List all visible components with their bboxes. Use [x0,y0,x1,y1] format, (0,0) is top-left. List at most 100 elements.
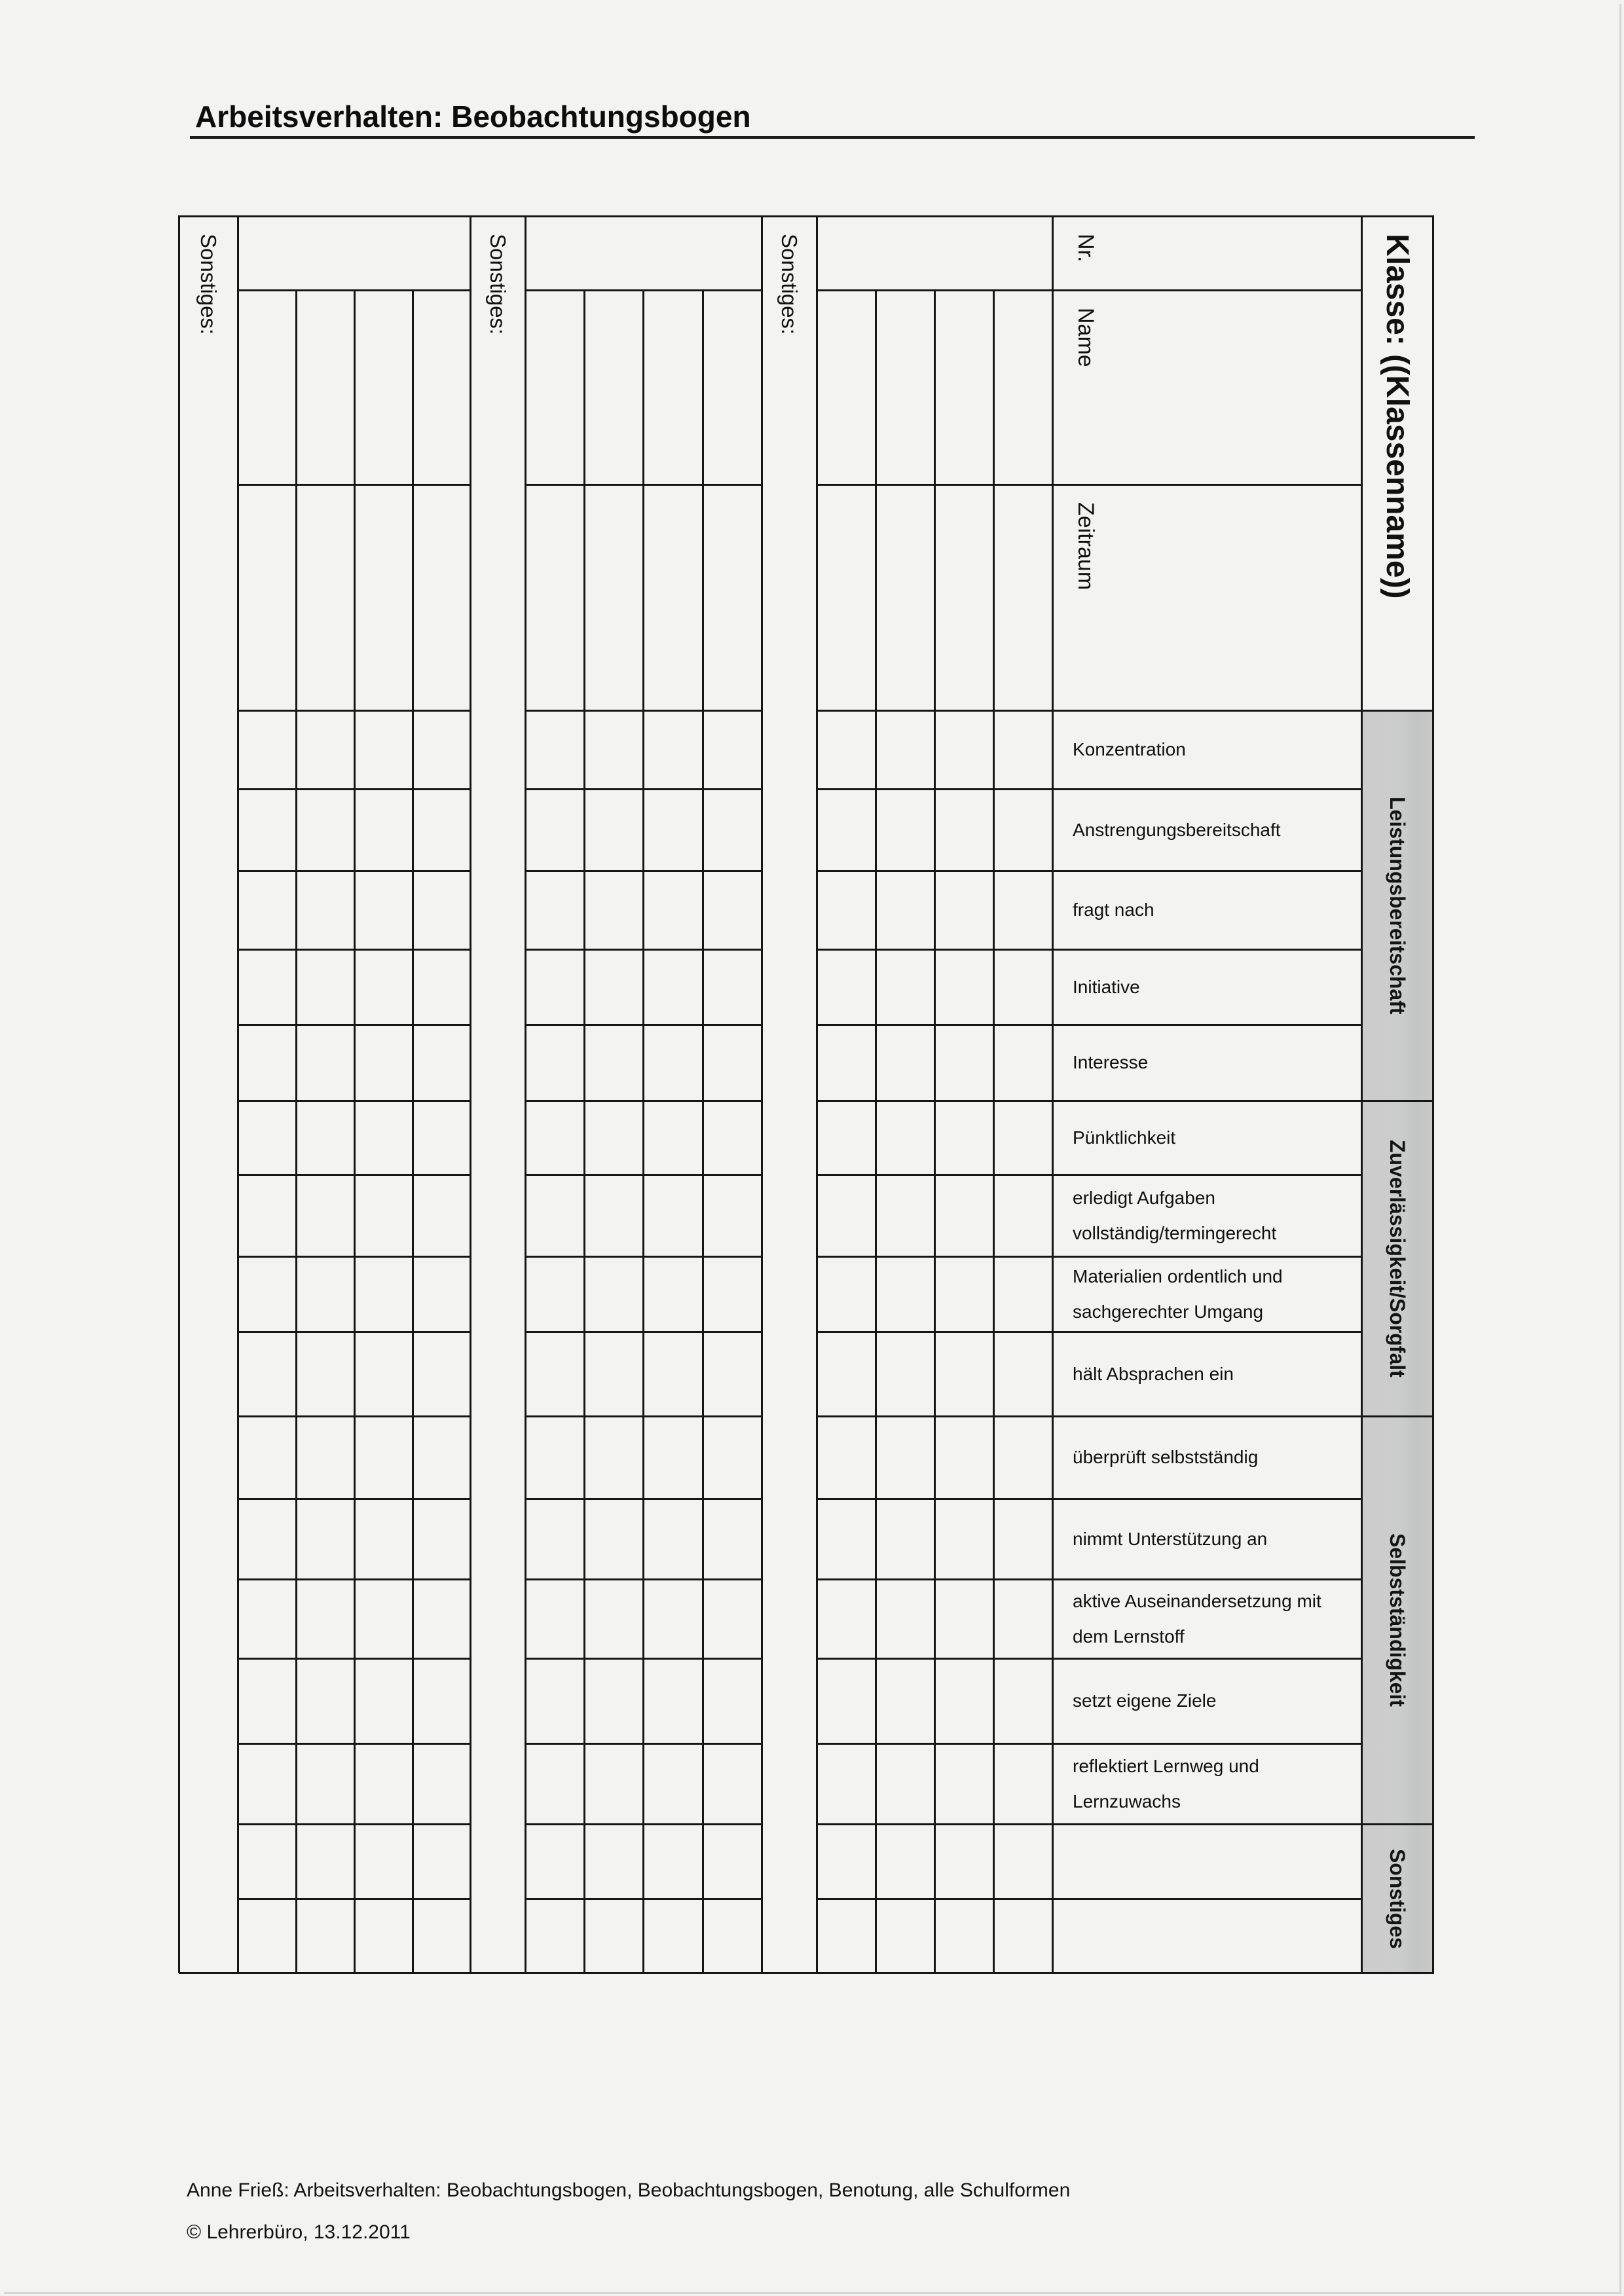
grid-line [817,1658,1361,1660]
grid-line [238,1256,470,1258]
grid-line [525,484,762,486]
grid-line [412,289,414,1973]
grid-line [1361,215,1363,1973]
header-nr-text: Nr. [1073,234,1098,263]
grid-line [525,710,762,712]
criterion-row-nimmt-unterstuetzung: nimmt Unterstützung an [1052,1499,1361,1579]
grid-line [817,1331,1361,1333]
grid-line [993,289,995,1973]
criterion-row-konzentration: Konzentration [1052,710,1361,789]
grid-line [817,1174,1361,1176]
grid-line [238,1174,470,1176]
grid-line [817,1100,1434,1102]
criterion-row-initiative: Initiative [1052,949,1361,1025]
header-zeitraum: Zeitraum [1052,502,1151,699]
grid-line [525,1823,762,1825]
criterion-label: hält Absprachen ein [1073,1363,1234,1384]
criterion-row-anstrengungsbereitschaft: Anstrengungsbereitschaft [1052,789,1361,871]
notes-column-label-1: Sonstiges: [179,234,238,430]
criterion-label: Konzentration [1073,739,1186,760]
grid-line [702,289,704,1973]
notes-column-label-text: Sonstiges: [486,234,510,335]
grid-line [237,215,239,1973]
grid-line [583,289,585,1973]
class-header-cell: Klasse: ((Klassenname)) [1361,234,1433,692]
criterion-row-puenktlichkeit: Pünktlichkeit [1052,1101,1361,1175]
grid-line [470,215,471,1973]
grid-line [817,1743,1361,1745]
page-edge-bottom [4,2292,1621,2294]
criterion-label: aktive Auseinandersetzung mit dem Lernst… [1073,1591,1321,1647]
criterion-row-fragt-nach: fragt nach [1052,871,1361,949]
category-label-sonstiges: Sonstiges [1361,1824,1433,1973]
footer-copyright: © Lehrerbüro, 13.12.2011 [187,2221,411,2243]
grid-line [238,1331,470,1333]
grid-line [525,1100,762,1102]
category-column-band [1361,710,1433,1973]
category-text: Leistungsbereitschaft [1386,796,1409,1015]
grid-line [238,1024,470,1026]
grid-line [817,788,1361,790]
grid-line [817,870,1361,872]
grid-line [817,484,1361,486]
category-label-leistungsbereitschaft: Leistungsbereitschaft [1361,710,1433,1101]
category-label-zuverlaessigkeit-sorgfalt: Zuverlässigkeit/Sorgfalt [1361,1101,1433,1416]
criterion-label: erledigt Aufgaben vollständig/termingere… [1073,1188,1277,1243]
grid-line [642,289,644,1973]
criterion-label: nimmt Unterstützung an [1073,1528,1268,1549]
grid-line [934,289,936,1973]
grid-line [238,710,470,712]
criterion-label: Pünktlichkeit [1073,1127,1176,1148]
criterion-label: Interesse [1073,1052,1149,1073]
header-name-text: Name [1073,308,1098,367]
grid-line [178,215,180,1973]
grid-line [179,1972,1434,1974]
grid-line [525,1174,762,1176]
grid-line [295,289,297,1973]
grid-line [761,215,763,1973]
grid-line [238,1415,470,1417]
grid-line [817,1578,1361,1580]
criterion-row-materialien: Materialien ordentlich und sachgerechter… [1052,1256,1361,1332]
grid-line [525,1658,762,1660]
class-header-text: Klasse: ((Klassenname)) [1380,234,1414,599]
grid-line [525,1331,762,1333]
header-nr: Nr. [1052,234,1151,299]
grid-line [238,1100,470,1102]
notes-column-label-text: Sonstiges: [196,234,221,335]
grid-line [238,1578,470,1580]
grid-line [1052,215,1054,1973]
grid-line [817,949,1361,951]
grid-line [525,289,762,291]
criterion-row-reflektiert: reflektiert Lernweg und Lernzuwachs [1052,1743,1361,1824]
criterion-label: überprüft selbstständig [1073,1447,1259,1468]
grid-line [238,870,470,872]
grid-line [816,215,818,1973]
category-text: Zuverlässigkeit/Sorgfalt [1386,1139,1409,1377]
grid-line [817,1256,1361,1258]
grid-line [525,788,762,790]
grid-line [817,1823,1434,1825]
grid-line [525,1578,762,1580]
title-underline [190,136,1475,139]
grid-line [525,949,762,951]
grid-line [525,1024,762,1026]
grid-line [525,1743,762,1745]
category-label-selbststaendigkeit: Selbstständigkeit [1361,1416,1433,1824]
criterion-row-ueberprueft: überprüft selbstständig [1052,1416,1361,1499]
grid-line [525,1498,762,1500]
footer-attribution: Anne Frieß: Arbeitsverhalten: Beobachtun… [187,2179,1071,2201]
criterion-label: fragt nach [1073,900,1154,920]
grid-line [238,484,470,486]
notes-column-label-3: Sonstiges: [762,234,817,430]
grid-line [525,1898,762,1900]
grid-line [238,1898,470,1900]
header-name: Name [1052,308,1151,478]
grid-line [817,289,1361,291]
grid-line [238,1498,470,1500]
category-text: Sonstiges [1386,1848,1409,1949]
criterion-label: setzt eigene Ziele [1073,1690,1217,1711]
page-edge-right [1619,4,1621,2294]
grid-line [525,1415,762,1417]
